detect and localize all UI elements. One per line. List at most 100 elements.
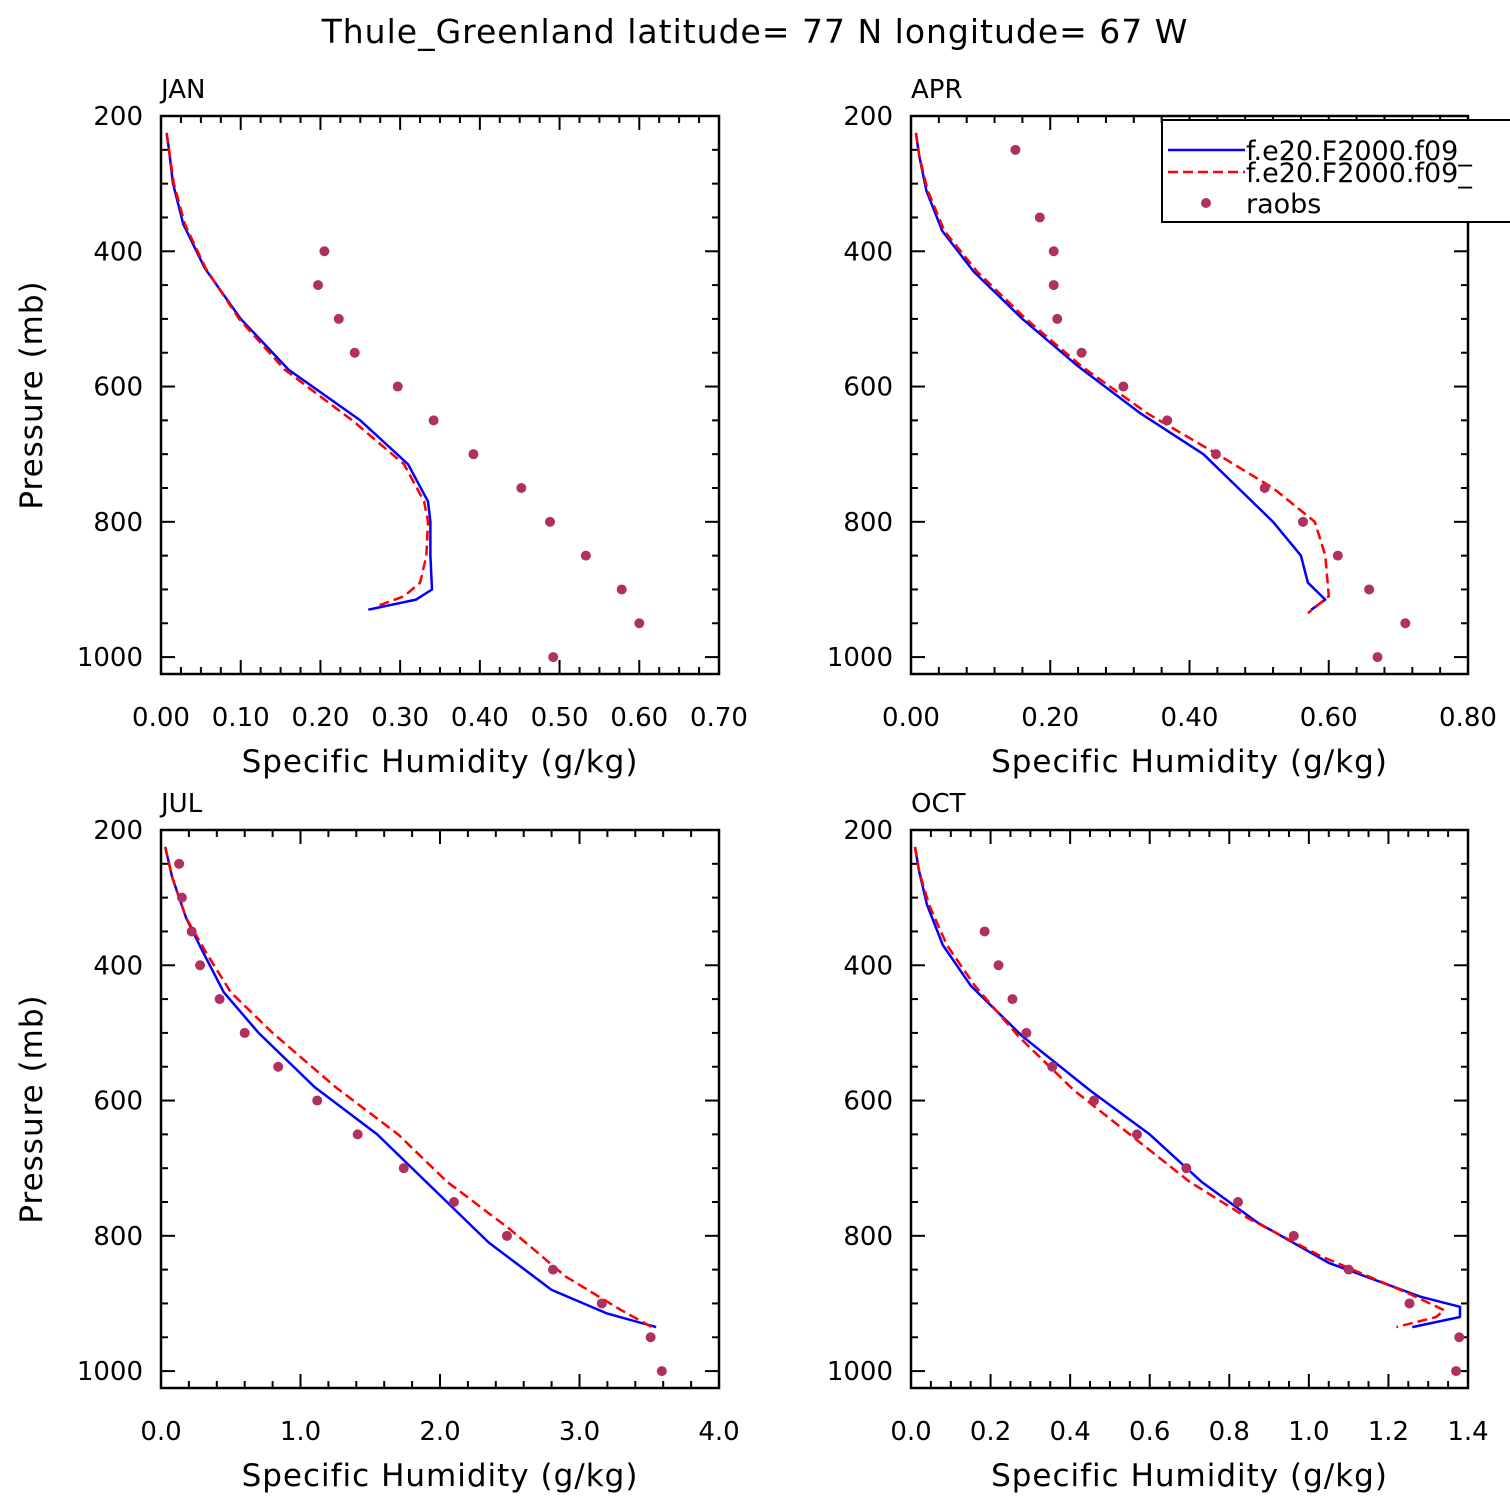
y-tick-label: 400 <box>93 951 143 981</box>
x-axis-label: Specific Humidity (g/kg) <box>991 744 1388 780</box>
x-tick-label: 1.0 <box>280 1417 321 1447</box>
raobs-point <box>1404 1298 1415 1309</box>
x-tick-label: 0.6 <box>1129 1417 1170 1447</box>
legend-label: raobs <box>1246 189 1321 220</box>
x-tick-label: 2.0 <box>419 1417 460 1447</box>
panel-jul: JUL 0.0 1.0 2.0 3.0 4.0 200 400 600 800 1000 Specif… <box>14 789 740 1494</box>
plot-frame <box>159 828 721 1390</box>
model-line-dashed <box>914 132 1331 615</box>
plot-frame <box>909 828 1470 1390</box>
raobs-point <box>349 347 360 358</box>
y-tick-label: 200 <box>843 816 893 846</box>
raobs-point <box>616 584 627 595</box>
legend-label: f.e20.F2000.f09_ <box>1246 158 1472 189</box>
raobs-point <box>273 1061 284 1072</box>
x-tick-label: 1.2 <box>1368 1417 1409 1447</box>
raobs-point <box>1089 1095 1100 1106</box>
x-tick-label: 0.00 <box>132 703 190 733</box>
y-tick-label: 600 <box>843 1087 893 1117</box>
raobs-point <box>1076 347 1087 358</box>
y-axis-label: Pressure (mb) <box>14 994 50 1223</box>
y-tick-label: 1000 <box>827 643 893 673</box>
raobs-point <box>634 618 645 629</box>
raobs-point <box>174 858 185 869</box>
raobs-point <box>656 1366 667 1377</box>
raobs-point <box>1162 415 1173 426</box>
panel-label: JAN <box>159 75 205 105</box>
y-tick-label: 400 <box>93 237 143 267</box>
raobs-point <box>392 381 403 392</box>
y-tick-label: 800 <box>93 508 143 538</box>
raobs-point <box>176 892 187 903</box>
raobs-point <box>1048 246 1059 257</box>
y-tick-label: 1000 <box>77 1357 143 1387</box>
raobs-point <box>468 449 479 460</box>
x-tick-label: 4.0 <box>698 1417 739 1447</box>
raobs-point <box>1332 550 1343 561</box>
raobs-point <box>1118 381 1129 392</box>
raobs-point <box>545 516 556 527</box>
raobs-point <box>195 960 206 971</box>
x-tick-label: 0.10 <box>212 703 270 733</box>
raobs-point <box>1454 1332 1465 1343</box>
panel-label: JUL <box>159 789 203 819</box>
y-axis-label: Pressure (mb) <box>14 280 50 509</box>
model-line-solid <box>914 132 1327 611</box>
raobs-point <box>1210 449 1221 460</box>
model-line-dashed <box>165 132 430 608</box>
raobs-point <box>1010 144 1021 155</box>
y-tick-label: 800 <box>93 1222 143 1252</box>
x-tick-label: 0.20 <box>1021 703 1079 733</box>
panel-oct: OCT 0.0 0.2 0.4 0.6 0.8 1.0 1.2 1.4 200 400 600 800 1… <box>827 789 1489 1494</box>
y-tick-label: 200 <box>93 102 143 132</box>
model-line-solid <box>163 846 657 1329</box>
x-tick-label: 1.4 <box>1447 1417 1488 1447</box>
y-tick-label: 800 <box>843 1222 893 1252</box>
raobs-point <box>1034 212 1045 223</box>
x-tick-label: 3.0 <box>559 1417 600 1447</box>
raobs-point <box>1259 483 1270 493</box>
legend: f.e20.F2000.f09_f.e20.F2000.f09_raobs <box>1161 119 1510 223</box>
raobs-point <box>1052 313 1063 324</box>
y-tick-label: 400 <box>843 951 893 981</box>
y-tick-label: 600 <box>93 1087 143 1117</box>
x-tick-label: 0.80 <box>1439 703 1497 733</box>
panel-apr: APR 0.00 0.20 0.40 0.60 0.80 200 400 600 800 1000 S… <box>827 75 1497 780</box>
raobs-point <box>319 246 330 257</box>
raobs-point <box>1047 1061 1058 1072</box>
raobs-point <box>979 926 990 937</box>
raobs-point <box>398 1163 409 1174</box>
raobs-point <box>1131 1129 1142 1140</box>
x-tick-label: 0.0 <box>140 1417 181 1447</box>
raobs-point <box>352 1129 363 1140</box>
x-tick-label: 0.40 <box>1161 703 1219 733</box>
raobs-point <box>501 1230 512 1241</box>
raobs-point <box>1400 618 1411 629</box>
raobs-point <box>580 550 591 561</box>
raobs-point <box>1048 280 1059 291</box>
raobs-point <box>1372 652 1383 663</box>
y-tick-label: 600 <box>843 373 893 403</box>
x-tick-label: 0.50 <box>531 703 589 733</box>
x-tick-label: 0.8 <box>1209 1417 1250 1447</box>
x-tick-label: 0.60 <box>1300 703 1358 733</box>
x-tick-label: 0.2 <box>970 1417 1011 1447</box>
plot-frame <box>159 114 721 676</box>
raobs-point <box>1007 994 1018 1005</box>
y-tick-label: 1000 <box>77 643 143 673</box>
raobs-point <box>1233 1197 1244 1207</box>
raobs-point <box>1343 1264 1354 1275</box>
x-axis-label: Specific Humidity (g/kg) <box>242 1458 639 1494</box>
model-line-dashed <box>163 846 653 1329</box>
raobs-point <box>1181 1163 1192 1174</box>
x-tick-label: 0.60 <box>610 703 668 733</box>
y-tick-label: 200 <box>93 816 143 846</box>
x-tick-label: 0.0 <box>890 1417 931 1447</box>
y-tick-label: 200 <box>843 102 893 132</box>
raobs-point <box>993 960 1004 971</box>
x-axis-label: Specific Humidity (g/kg) <box>991 1458 1388 1494</box>
x-tick-label: 0.4 <box>1049 1417 1090 1447</box>
raobs-point <box>448 1197 459 1207</box>
raobs-point <box>547 1264 558 1275</box>
x-tick-label: 1.0 <box>1288 1417 1329 1447</box>
